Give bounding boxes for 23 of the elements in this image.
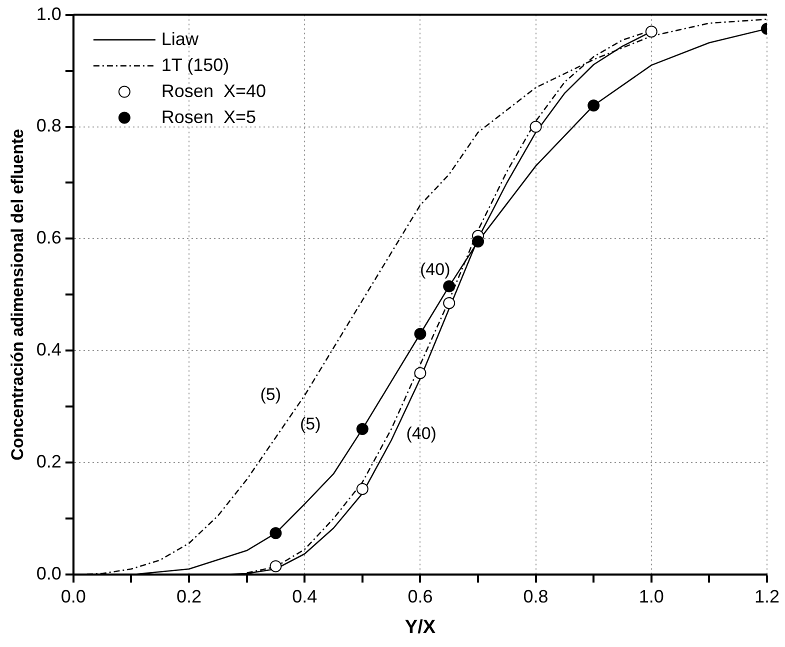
x-tick-label: 0.6 — [408, 586, 433, 606]
x-axis-title: Y/X — [404, 616, 436, 638]
x-tick-label: 0.2 — [176, 586, 202, 606]
y-tick-label: 0.6 — [36, 228, 62, 248]
annotation: (5) — [260, 385, 282, 404]
y-tick-label: 0.4 — [36, 340, 62, 360]
y-axis-title: Concentración adimensional del efluente — [8, 128, 27, 460]
y-tick-label: 0.2 — [36, 452, 62, 472]
x-tick-label: 0.8 — [523, 586, 548, 606]
x-tick-label: 1.2 — [754, 586, 780, 606]
legend-label: 1T (150) — [161, 54, 230, 75]
legend-label: Liaw — [161, 28, 200, 49]
x-tick-label: 0.4 — [292, 586, 318, 606]
y-tick-label: 1.0 — [36, 4, 62, 24]
annotation: (40) — [420, 260, 450, 279]
annotation: (40) — [406, 424, 436, 443]
y-tick-label: 0.0 — [36, 564, 62, 584]
annotation: (5) — [300, 414, 321, 434]
legend-label: Rosen X=5 — [161, 106, 256, 127]
x-tick-label: 0.0 — [60, 586, 86, 606]
x-tick-label: 1.0 — [638, 586, 664, 606]
y-tick-label: 0.8 — [36, 116, 62, 136]
legend-label: Rosen X=40 — [161, 80, 266, 101]
